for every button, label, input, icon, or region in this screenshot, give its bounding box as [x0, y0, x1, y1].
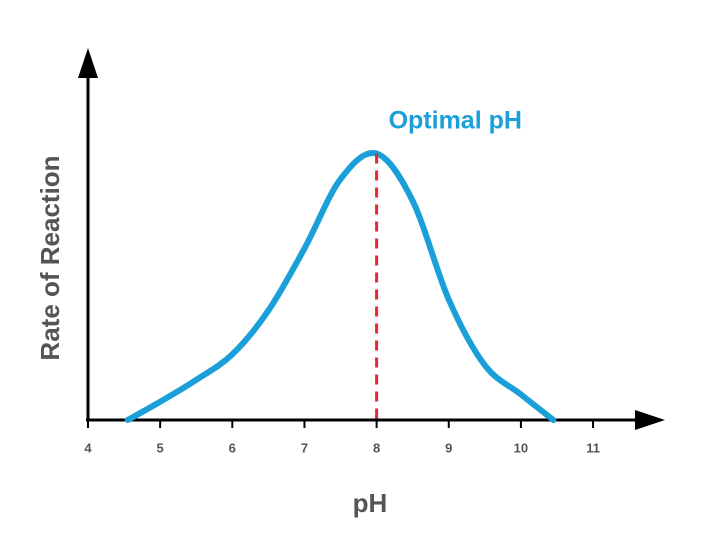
x-tick-label: 6 — [229, 440, 236, 455]
y-axis-arrow — [78, 48, 98, 78]
curve — [124, 149, 557, 423]
y-axis-label: Rate of Reaction — [35, 155, 65, 360]
x-tick-label: 5 — [157, 440, 164, 455]
x-tick-label: 11 — [586, 440, 600, 455]
x-tick-label: 9 — [445, 440, 452, 455]
x-tick-label: 7 — [301, 440, 308, 455]
annotation: Optimal pH — [389, 107, 522, 135]
x-tick-label: 8 — [373, 440, 380, 455]
x-axis-arrow — [635, 410, 665, 430]
x-axis-label: pH — [353, 488, 388, 518]
x-tick-label: 4 — [84, 440, 92, 455]
x-tick-label: 10 — [514, 440, 528, 455]
